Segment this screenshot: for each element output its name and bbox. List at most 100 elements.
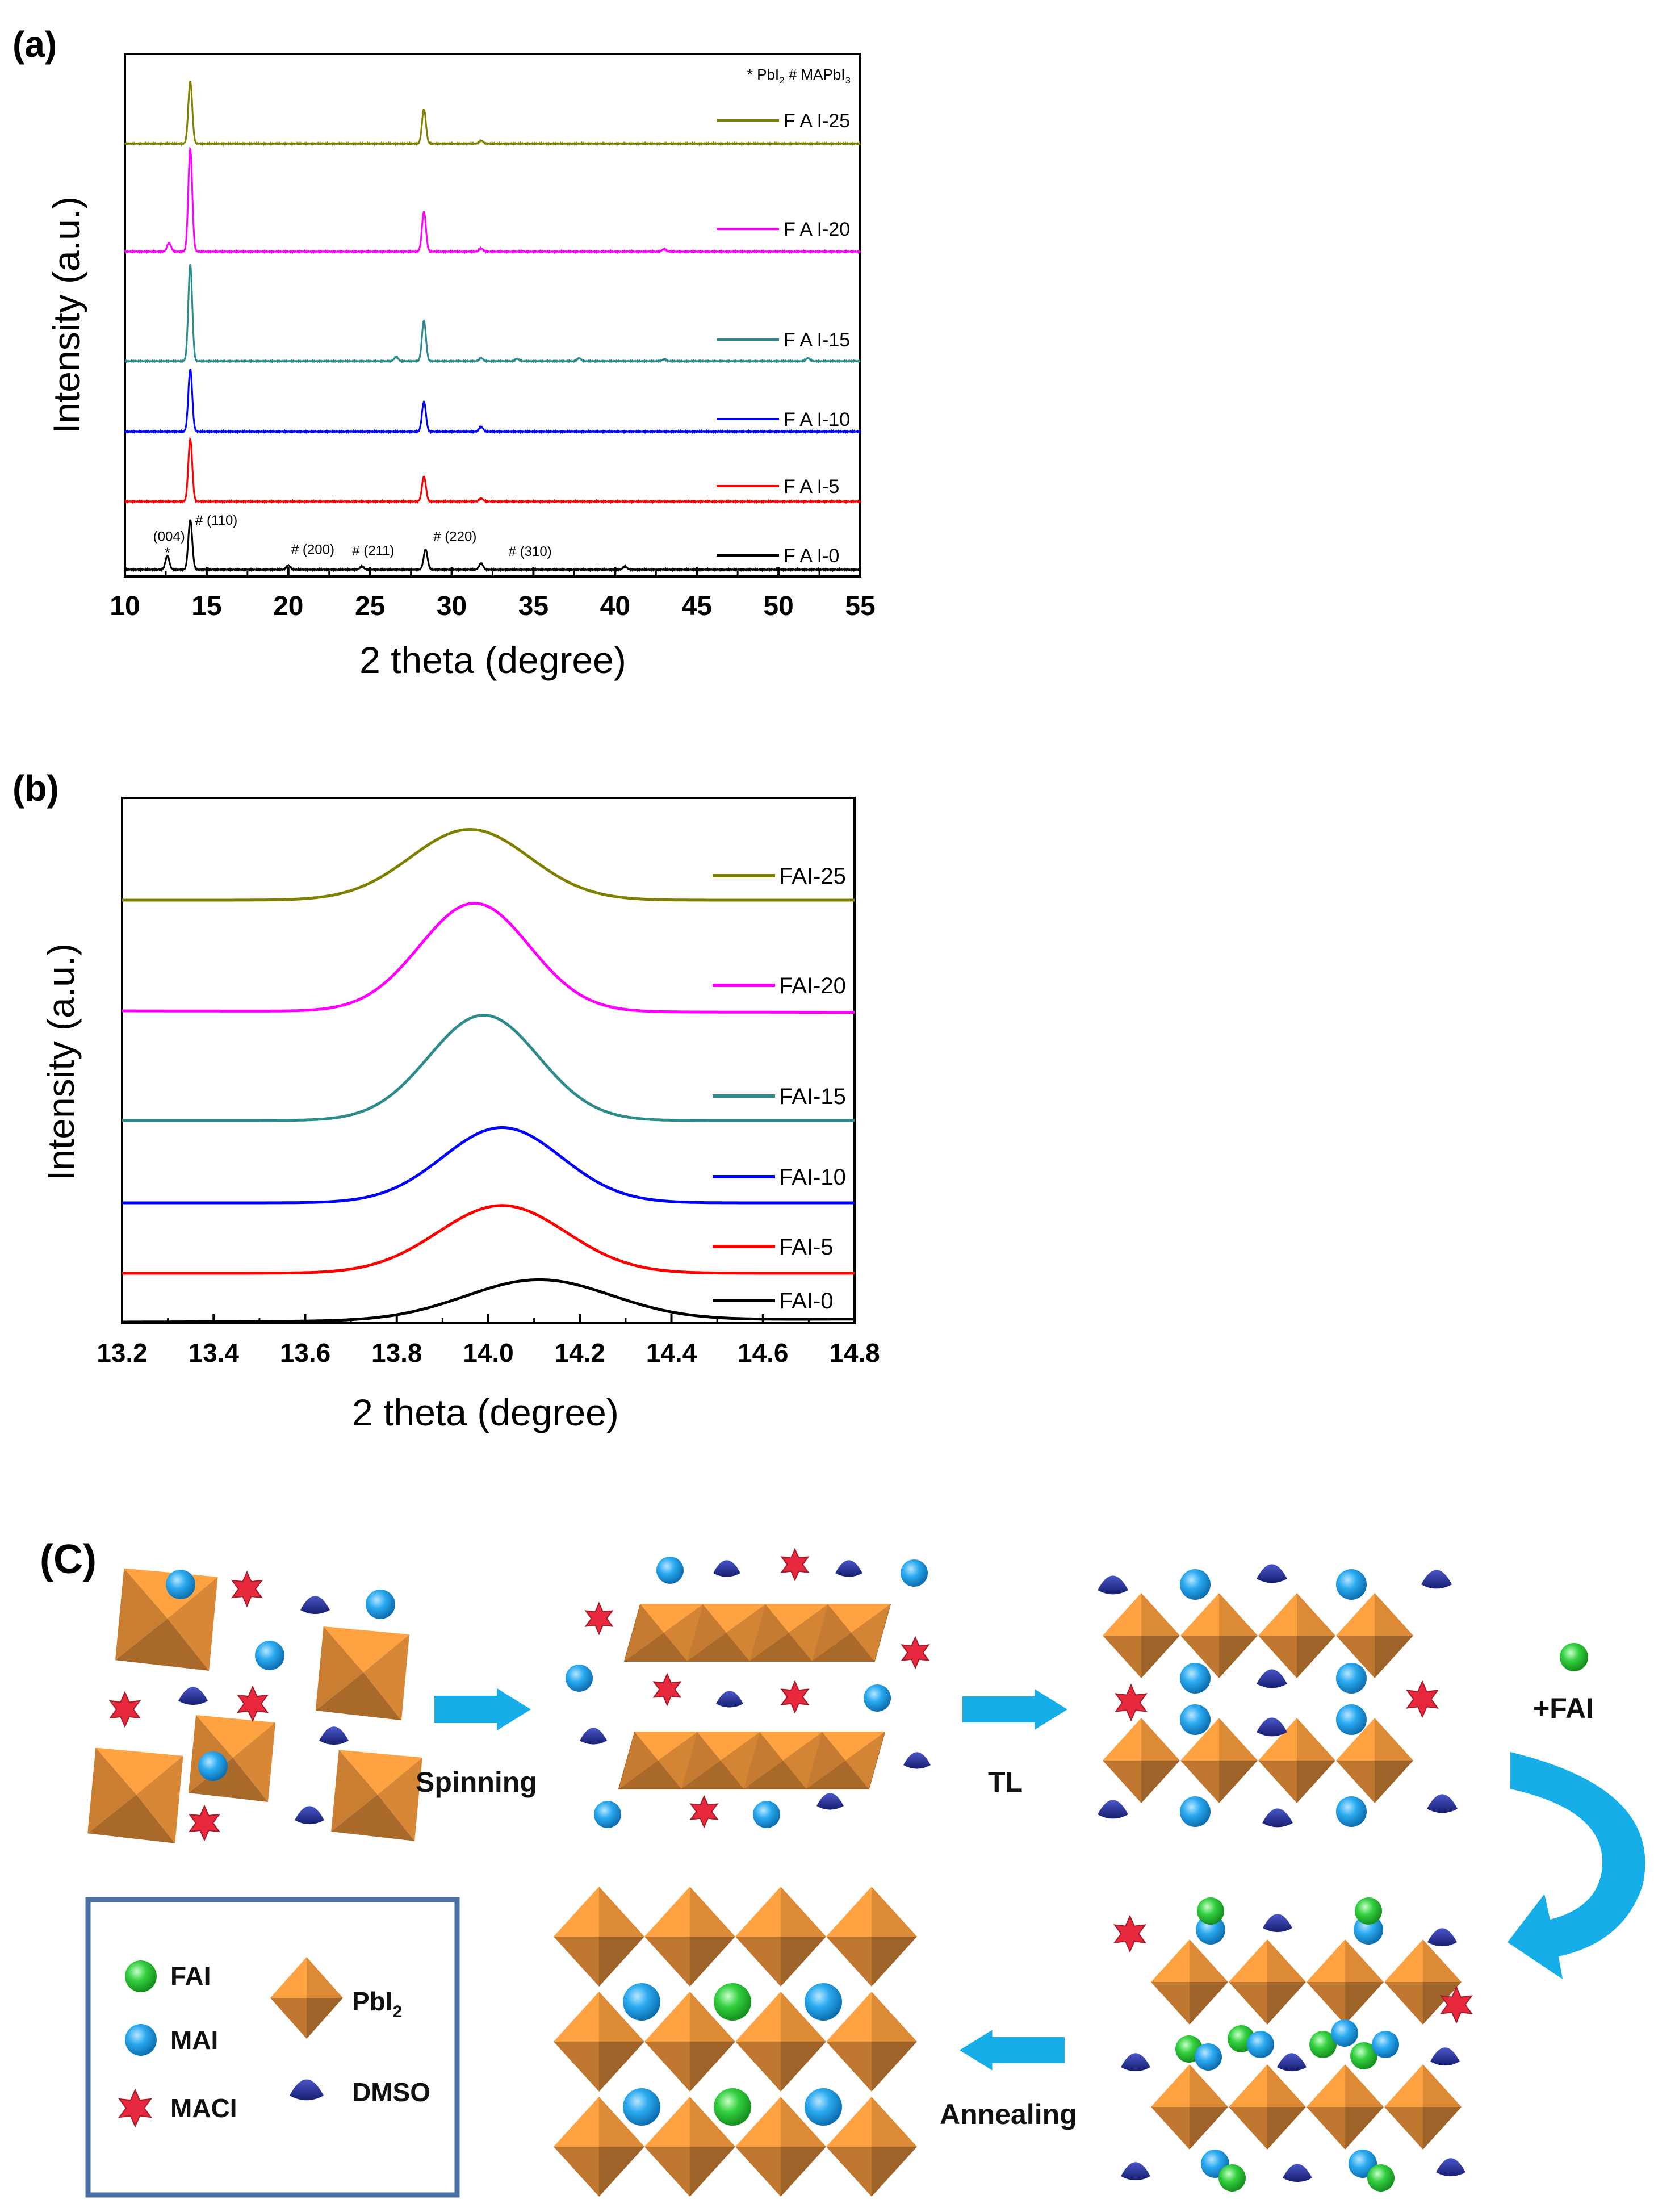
legend-label-fai-10: FAI-10 (779, 1165, 846, 1190)
dmso-molecule (1121, 2053, 1150, 2072)
legend-label-fai-5: FAI-5 (779, 1235, 834, 1260)
x-tick-label: 13.8 (371, 1338, 422, 1368)
dmso-molecule (178, 1687, 208, 1705)
dmso-molecule (1427, 1794, 1458, 1813)
dmso-molecule (1257, 1564, 1287, 1583)
mai-molecule (125, 2024, 157, 2056)
series-line-fai-0 (124, 519, 861, 572)
peak-annotation: * (165, 545, 170, 561)
dmso-molecule (1257, 1669, 1287, 1688)
dmso-molecule (1263, 1914, 1292, 1933)
x-tick-label: 13.4 (188, 1338, 239, 1368)
peak-annotation: # (200) (291, 542, 334, 558)
panel-b-x-ticks: 13.2 13.4 13.6 13.8 14.0 14.2 14.4 14.6 14.8 (97, 1314, 880, 1368)
panel-c-label: (C) (40, 1537, 97, 1582)
mai-molecule (1336, 1663, 1367, 1694)
pbi2-octahedron (735, 2097, 826, 2197)
panel-a-y-axis-label: Intensity (a.u.) (45, 196, 87, 434)
x-tick-label: 14.6 (738, 1338, 789, 1368)
mai-molecule (623, 1983, 660, 2021)
process-arrow (434, 1688, 531, 1731)
mai-molecule (255, 1641, 284, 1670)
mai-molecule (366, 1590, 395, 1619)
dmso-molecule (903, 1752, 931, 1769)
panel-b-x-axis-label: 2 theta (degree) (352, 1391, 619, 1433)
pbi2-octahedron (735, 1887, 826, 1987)
pbi2-octahedron (1258, 1593, 1335, 1678)
panel-a-plot-frame (124, 53, 861, 578)
x-tick-label: 55 (845, 591, 875, 621)
dmso-molecule (1436, 2158, 1465, 2177)
mai-molecule (656, 1557, 684, 1584)
panel-a-legend: F A I-0 F A I-5 F A I-10 F A I-15 F A I-20 F … (717, 110, 850, 567)
maci-molecule (901, 1636, 930, 1670)
pbi2-octahedron (644, 1887, 735, 1987)
maci-molecule (1115, 1683, 1148, 1722)
schematic-scene (87, 1548, 1645, 2197)
dmso-molecule (1098, 1575, 1128, 1595)
dmso-molecule (319, 1726, 349, 1745)
dmso-molecule (290, 2079, 324, 2101)
legend-label-pbi2: PbI2 (352, 1987, 402, 2021)
mai-molecule (1180, 1569, 1211, 1600)
pbi2-octahedron (1180, 1593, 1258, 1678)
series-line-fai-25 (122, 828, 855, 902)
legend-title-sub: 3 (845, 75, 851, 86)
panel-b-y-axis-label: Intensity (a.u.) (40, 943, 82, 1181)
schematic-legend-box (85, 1897, 460, 2198)
dmso-molecule (295, 1806, 324, 1825)
mai-molecule (805, 2088, 842, 2126)
maci-molecule (231, 1570, 263, 1608)
pbi2-octahedron (1384, 1939, 1462, 2025)
mai-molecule (1336, 1796, 1367, 1827)
schematic-legend: FAI MAI MACI PbI2 DMSO (85, 1897, 460, 2198)
x-tick-label: 14.8 (829, 1338, 880, 1368)
legend-label-fai-5: F A I-5 (784, 476, 839, 497)
fai-molecule (1350, 2042, 1377, 2069)
legend-title-part: # MAPbI (785, 66, 845, 83)
series-line-fai-20 (124, 146, 861, 254)
x-tick-label: 14.4 (646, 1338, 697, 1368)
dmso-molecule (835, 1560, 862, 1577)
fai-molecule (125, 1960, 157, 1992)
pbi2-octahedron (554, 1992, 644, 2092)
legend-label-mai: MAI (170, 2025, 218, 2055)
mai-molecule (1247, 2031, 1274, 2058)
mai-molecule (805, 1983, 842, 2021)
fai-molecule (1560, 1643, 1588, 1671)
dmso-molecule (1421, 1570, 1452, 1589)
panel-a-x-ticks: 10 15 20 25 30 35 40 45 50 55 (110, 567, 876, 621)
pbi2-octahedron (554, 2097, 644, 2197)
legend-pbi2-icon (270, 1957, 343, 2039)
step-label-spinning: Spinning (416, 1766, 537, 1798)
pbi2-tilted-crystal (331, 1750, 422, 1841)
panel-b-legend: FAI-0 FAI-5 FAI-10 FAI-15 FAI-20 FAI-25 (713, 864, 846, 1314)
legend-label-fai-0: F A I-0 (784, 545, 839, 567)
process-arrow (960, 2030, 1065, 2071)
x-tick-label: 14.2 (554, 1338, 605, 1368)
pbi2-octahedron (1336, 1718, 1413, 1803)
panel-b-series-group (122, 828, 855, 1324)
pbi2-octahedron (826, 1887, 917, 1987)
pbi2-octahedron (554, 1887, 644, 1987)
peak-annotation: # (110) (195, 513, 237, 528)
pbi2-octahedron (1103, 1593, 1180, 1678)
panel-b: (b) FAI-0 FAI-5 FAI-10 FAI-15 FAI-20 FAI-25 1… (12, 768, 880, 1433)
dmso-molecule (1277, 2053, 1307, 2072)
panel-a-annotations: (004)* # (110) # (200) # (211) # (220) # (310… (153, 513, 552, 561)
series-line-fai-10 (122, 1126, 855, 1205)
fai-molecule (1218, 2164, 1246, 2192)
pbi2-octahedron (735, 1992, 826, 2092)
series-line-fai-25 (124, 81, 861, 147)
mai-molecule (1180, 1796, 1211, 1827)
dmso-molecule (1257, 1717, 1287, 1737)
dmso-molecule (713, 1560, 740, 1577)
mai-molecule (1372, 2031, 1399, 2058)
mai-molecule (1180, 1663, 1211, 1694)
mai-molecule (198, 1751, 228, 1781)
pbi2-octahedron (1307, 2064, 1384, 2150)
dmso-molecule (1283, 2164, 1312, 2182)
x-tick-label: 30 (437, 591, 467, 621)
x-tick-label: 45 (682, 591, 712, 621)
